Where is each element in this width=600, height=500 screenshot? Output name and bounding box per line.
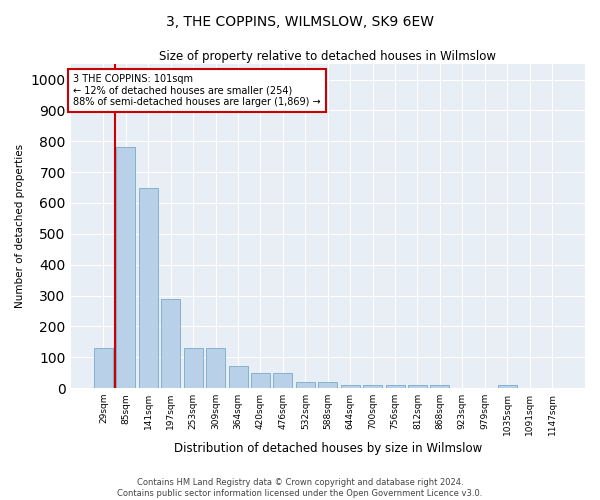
Bar [296,382,315,388]
Title: Size of property relative to detached houses in Wilmslow: Size of property relative to detached ho… [159,50,496,63]
Bar [341,385,360,388]
Bar [229,366,248,388]
X-axis label: Distribution of detached houses by size in Wilmslow: Distribution of detached houses by size … [173,442,482,455]
Bar [94,348,113,388]
Bar [318,382,337,388]
Bar [274,372,292,388]
Y-axis label: Number of detached properties: Number of detached properties [15,144,25,308]
Text: 3, THE COPPINS, WILMSLOW, SK9 6EW: 3, THE COPPINS, WILMSLOW, SK9 6EW [166,15,434,29]
Text: Contains HM Land Registry data © Crown copyright and database right 2024.
Contai: Contains HM Land Registry data © Crown c… [118,478,482,498]
Text: 3 THE COPPINS: 101sqm
← 12% of detached houses are smaller (254)
88% of semi-det: 3 THE COPPINS: 101sqm ← 12% of detached … [73,74,321,107]
Bar [430,385,449,388]
Bar [206,348,225,388]
Bar [386,385,404,388]
Bar [497,385,517,388]
Bar [116,148,136,388]
Bar [363,385,382,388]
Bar [184,348,203,388]
Bar [251,372,270,388]
Bar [408,385,427,388]
Bar [139,188,158,388]
Bar [161,298,180,388]
